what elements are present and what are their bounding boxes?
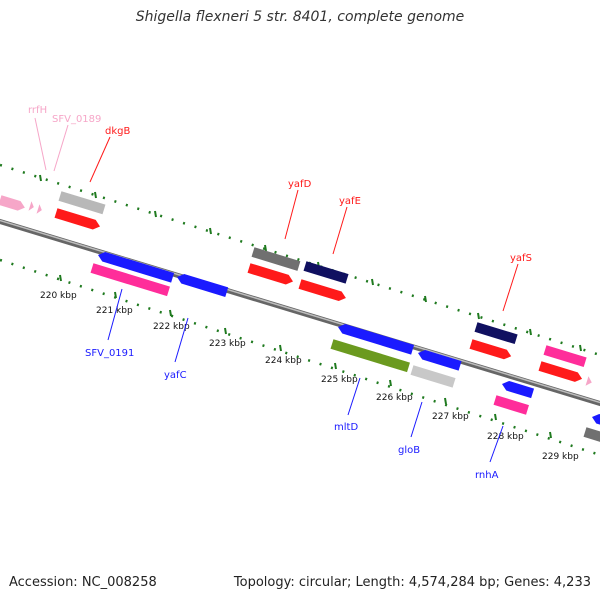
kbp-label: 220 kbp	[40, 291, 77, 301]
accession-text: Accession: NC_008258	[9, 575, 157, 590]
gene-label-yafD: yafD	[288, 179, 312, 190]
backbone	[0, 218, 600, 407]
gene-arrow	[583, 427, 600, 443]
gene-arrow	[330, 339, 410, 373]
gene-arrow	[469, 339, 512, 360]
gene-arrow	[474, 322, 518, 345]
gene-features	[0, 191, 600, 443]
gene-arrow	[502, 380, 535, 399]
gene-arrow	[58, 191, 106, 215]
gene-label-yafS: yafS	[510, 253, 532, 264]
kbp-label: 223 kbp	[209, 339, 246, 349]
gene-arrow	[418, 349, 462, 371]
gene-label-SFV_0189: SFV_0189	[52, 114, 101, 125]
kbp-label: 221 kbp	[96, 306, 133, 316]
inner-major-ticks	[59, 274, 552, 439]
map-title: Shigella flexneri 5 str. 8401, complete …	[135, 9, 465, 25]
kbp-label: 227 kbp	[432, 412, 469, 422]
gene-label-yafC: yafC	[164, 370, 187, 381]
genome-stats-text: Topology: circular; Length: 4,574,284 bp…	[233, 575, 591, 590]
gene-arrow	[298, 279, 346, 302]
gene-arrow	[410, 365, 456, 388]
kbp-label: 226 kbp	[376, 393, 413, 403]
gene-arrow	[338, 323, 415, 355]
gene-arrow	[28, 201, 34, 211]
gene-arrow	[538, 361, 583, 382]
kbp-label: 222 kbp	[153, 322, 190, 332]
gene-arrow	[303, 261, 349, 284]
gene-labels: rrfH SFV_0189 dkgB yafD yafE yafS SFV_01…	[28, 105, 532, 481]
leader-lines	[34, 117, 519, 463]
gene-arrow	[0, 195, 25, 211]
gene-arrow	[247, 263, 293, 285]
gene-arrow	[592, 413, 600, 428]
gene-label-rnhA: rnhA	[475, 470, 499, 481]
gene-label-mltD: mltD	[334, 422, 358, 433]
kbp-label: 228 kbp	[487, 432, 524, 442]
gene-label-rrfH: rrfH	[28, 105, 47, 116]
kbp-label: 229 kbp	[542, 452, 579, 462]
gene-arrow	[251, 247, 301, 271]
gene-arrow	[90, 263, 170, 297]
kbp-label: 224 kbp	[265, 356, 302, 366]
gene-arrow	[543, 345, 587, 368]
kbp-label: 225 kbp	[321, 375, 358, 385]
gene-arrow	[54, 208, 100, 230]
gene-label-yafE: yafE	[339, 196, 361, 207]
gene-arrow	[585, 376, 592, 386]
gene-arrow	[177, 273, 229, 297]
gene-arrow	[98, 251, 175, 283]
outer-major-ticks	[39, 174, 582, 352]
gene-label-SFV_0191: SFV_0191	[85, 348, 134, 359]
gene-label-dkgB: dkgB	[105, 126, 130, 137]
gene-arrow	[36, 204, 42, 214]
kbp-labels: 220 kbp 221 kbp 222 kbp 223 kbp 224 kbp …	[40, 291, 579, 462]
gene-label-gloB: gloB	[398, 445, 420, 456]
gene-arrow	[493, 395, 529, 415]
